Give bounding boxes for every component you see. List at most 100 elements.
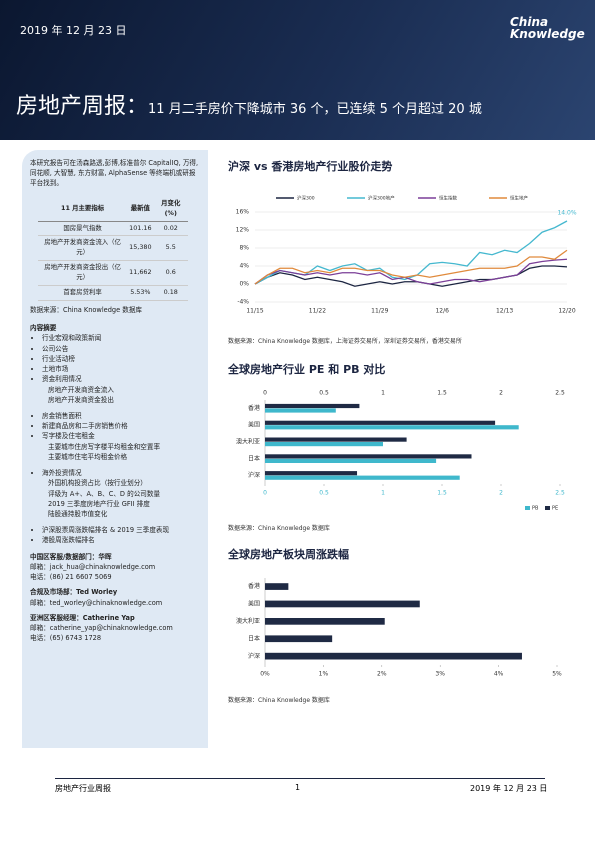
contact-title: 合规及市场部：Ted Worley <box>30 588 118 597</box>
contents-item: 写字楼及住宅租金 <box>42 431 200 441</box>
table-header-cell: 最新值 <box>127 196 154 222</box>
contents-title: 内容摘要 <box>30 324 57 333</box>
table-cell: 0.02 <box>153 221 188 237</box>
contents: 行业宏观和政策新闻公司公告行业活动榜土地市场资金利用情况房地产开发商资金流入房地… <box>30 333 200 545</box>
contents-item: 新建商品房和二手房销售价格 <box>42 421 200 431</box>
y-tick-label: 沪深 <box>248 471 260 479</box>
x-tick-label: 0 <box>263 490 267 497</box>
contact-line: 电话：(86) 21 6607 5069 <box>30 573 112 582</box>
bar <box>265 618 385 625</box>
contents-item: 港股周涨跌幅排名 <box>42 535 200 545</box>
table-cell: 国房景气指数 <box>38 221 128 237</box>
x-tick-label: 0 <box>263 390 267 397</box>
source: 数据来源：China Knowledge 数据库，上海证券交易所，深圳证券交易所… <box>228 338 462 345</box>
x-tick-label: 5% <box>552 671 562 678</box>
legend-label: 恒生指数 <box>439 195 457 202</box>
bar <box>265 408 336 413</box>
y-tick-label: 12% <box>236 227 250 234</box>
y-tick-label: 沪深 <box>248 652 260 660</box>
bar <box>265 471 358 476</box>
table: 11 月主要指标 最新值 月变化(%) 国房景气指数 101.16 0.02 房地产开发商资… <box>38 196 188 302</box>
line-series <box>254 249 568 285</box>
bar <box>265 425 519 430</box>
contents-group: 沪深股票周涨跌幅排名 & 2019 三季度表现港股周涨跌幅排名 <box>30 525 200 545</box>
contents-subitem: 房地产开发商资金流入 <box>48 385 114 394</box>
x-tick-label: 11/15 <box>246 308 263 315</box>
header: 2019 年 12 月 23 日 China Knowledge 房地产周报：11… <box>0 0 595 140</box>
x-tick-label: 11/22 <box>309 308 326 315</box>
legend-label: PB <box>532 506 539 512</box>
table-cell: 15,380 <box>127 235 154 262</box>
contents-subitem: 主要城市住房写字楼平均租金和空置率 <box>48 442 161 451</box>
contact-line: 邮箱：catherine_yap@chinaknowledge.com <box>30 623 173 632</box>
bar <box>265 420 496 425</box>
footer-left: 房地产行业周报 <box>55 784 111 793</box>
table-cell: 5.5 <box>153 235 188 262</box>
x-tick-label: 1 <box>381 490 385 497</box>
logo: China Knowledge <box>510 16 585 40</box>
bar <box>265 458 437 463</box>
y-tick-label: 澳大利亚 <box>236 617 260 625</box>
date: 2019 年 12 月 23 日 <box>20 24 127 37</box>
legend-label: 恒生地产 <box>510 195 528 202</box>
chart: -4% 0% 4% 8% 12% 16% 11/15 11/22 11/29 12/6 12/13 1… <box>236 195 577 315</box>
table-cell: 101.16 <box>127 221 154 237</box>
contents-item: 海外投资情况 <box>42 468 200 478</box>
contents-item: 行业宏观和政策新闻 <box>42 333 200 343</box>
x-tick-label: 12/6 <box>435 308 449 315</box>
line-series <box>254 220 568 285</box>
contents-group: 房金销售面积新建商品房和二手房销售价格写字楼及住宅租金主要城市住房写字楼平均租金… <box>30 411 200 462</box>
contents-group: 行业宏观和政策新闻公司公告行业活动榜土地市场资金利用情况房地产开发商资金流入房地… <box>30 333 200 405</box>
bar <box>265 442 383 447</box>
x-tick-label: 12/13 <box>496 308 513 315</box>
table-row: 首套房贷利率 5.53% 0.18 <box>38 285 188 302</box>
x-tick-label: 2 <box>499 490 503 497</box>
table-row: 国房景气指数 101.16 0.02 <box>38 221 188 237</box>
intro: 本研究报告可在汤森路透,彭博,标准普尔 CapitalIQ, 万得, 同花顺, … <box>30 159 199 188</box>
chart-title: 沪深 vs 香港房地产行业股价走势 <box>228 160 393 173</box>
x-tick-label: 11/29 <box>371 308 388 315</box>
table-row: 房地产开发商资金投出（亿元） 11,662 0.6 <box>38 260 188 287</box>
y-tick-label: 美国 <box>248 421 260 429</box>
page-number: 1 <box>295 783 301 792</box>
x-tick-label: 1.5 <box>437 390 447 397</box>
x-tick-label: 0.5 <box>319 490 329 497</box>
bar <box>265 403 360 409</box>
contents-item: 沪深股票周涨跌幅排名 & 2019 三季度表现 <box>42 525 200 535</box>
table-cell: 房地产开发商资金流入（亿元） <box>38 235 128 262</box>
x-tick-label: 2 <box>499 390 503 397</box>
table-cell: 0.18 <box>153 285 188 302</box>
table-header-cell: 月变化(%) <box>153 196 188 222</box>
subtitle: 11 月二手房价下降城市 36 个，已连续 5 个月超过 20 城 <box>148 102 482 117</box>
legend-label: 沪深300 <box>297 195 315 202</box>
contents-subitem: 主要城市住宅平均租金价格 <box>48 452 128 461</box>
x-tick-label: 0% <box>260 671 270 678</box>
y-tick-label: 日本 <box>248 634 260 642</box>
contents-subitem: 评级为 A+、A、B、C、D 的公司数量 <box>48 489 161 498</box>
contents-subitem: 陆股通持股市值变化 <box>48 509 108 518</box>
legend-swatch <box>545 506 550 510</box>
contact-title: 中国区客服/数据部门：华晖 <box>30 552 112 561</box>
table-cell: 11,662 <box>127 260 154 287</box>
title: 房地产周报： <box>16 94 149 119</box>
source: 数据来源：China Knowledge 数据库 <box>30 306 143 315</box>
table-header-cell: 11 月主要指标 <box>38 196 128 222</box>
x-tick-label: 1.5 <box>437 490 447 497</box>
contact-line: 电话：(65) 6743 1728 <box>30 634 102 643</box>
x-tick-label: 12/20 <box>558 308 575 315</box>
table-cell: 0.6 <box>153 260 188 287</box>
y-tick-label: 8% <box>239 245 249 252</box>
footer-rule <box>55 778 545 779</box>
contents-item: 公司公告 <box>42 344 200 354</box>
y-tick-label: 0% <box>239 281 249 288</box>
contents-item: 行业活动榜 <box>42 354 200 364</box>
y-tick-label: 日本 <box>248 454 260 462</box>
table-cell: 房地产开发商资金投出（亿元） <box>38 260 128 287</box>
chart-title: 全球房地产板块周涨跌幅 <box>228 548 349 561</box>
y-tick-label: -4% <box>237 299 249 306</box>
bar <box>265 475 460 480</box>
table-cell: 首套房贷利率 <box>38 285 128 302</box>
